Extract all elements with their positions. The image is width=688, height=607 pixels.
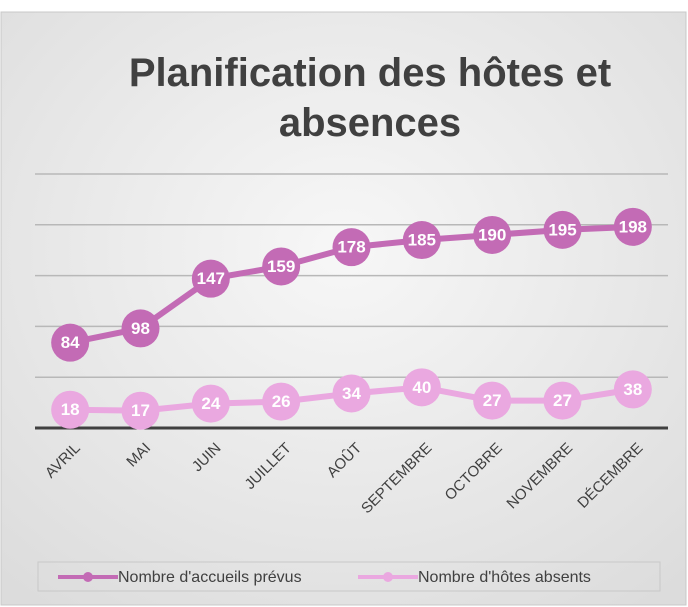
data-label: 195 xyxy=(548,220,576,239)
data-label: 147 xyxy=(197,269,225,288)
data-label: 190 xyxy=(478,225,506,244)
data-label: 40 xyxy=(412,378,431,397)
data-label: 26 xyxy=(272,392,291,411)
data-point xyxy=(262,382,301,421)
data-label: 27 xyxy=(483,391,502,410)
legend-box xyxy=(37,561,661,592)
data-label: 185 xyxy=(408,231,436,250)
data-label: 159 xyxy=(267,257,295,276)
data-label: 38 xyxy=(623,380,642,399)
data-label: 34 xyxy=(342,384,361,403)
data-point xyxy=(121,309,160,348)
chart-background xyxy=(0,11,687,606)
data-label: 18 xyxy=(61,400,80,419)
data-point xyxy=(473,215,512,254)
legend-label: Nombre d'accueils prévus xyxy=(118,569,302,586)
data-point xyxy=(613,207,652,246)
data-point xyxy=(473,381,512,420)
data-point xyxy=(121,391,160,430)
chart-title: Planification des hôtes et absences xyxy=(129,51,611,145)
data-label: 178 xyxy=(337,238,365,257)
data-point xyxy=(191,384,230,423)
data-point xyxy=(402,221,441,260)
data-point xyxy=(543,381,582,420)
data-point xyxy=(332,228,371,267)
data-point xyxy=(543,210,582,249)
data-point xyxy=(613,370,652,409)
legend-label: Nombre d'hôtes absents xyxy=(418,569,591,586)
legend-marker xyxy=(383,572,393,582)
data-point xyxy=(191,259,230,298)
data-label: 24 xyxy=(201,394,220,413)
data-point xyxy=(262,247,301,286)
data-point xyxy=(402,368,441,407)
data-label: 198 xyxy=(619,217,647,236)
data-label: 84 xyxy=(61,333,80,352)
data-label: 27 xyxy=(553,391,572,410)
data-label: 98 xyxy=(131,319,150,338)
data-point xyxy=(51,323,90,362)
data-point xyxy=(51,390,90,429)
data-label: 17 xyxy=(131,401,150,420)
data-point xyxy=(332,374,371,413)
legend-marker xyxy=(83,572,93,582)
